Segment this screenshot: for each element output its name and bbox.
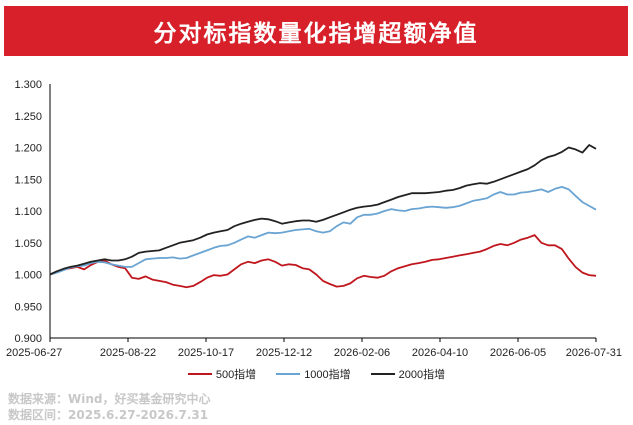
series-line-1 [49, 234, 597, 289]
data-range-note: 数据区间：2025.6.27-2026.7.31 [8, 408, 209, 422]
legend-item-2: 1000指增 [276, 366, 351, 382]
x-tick-label: 2026-07-31 [566, 347, 622, 359]
y-tick-label: 1.250 [14, 111, 42, 123]
legend-label: 500指增 [215, 369, 257, 381]
chart-legend: 500指增 1000指增 2000指增 [0, 366, 633, 382]
x-tick-label: 2026-06-05 [490, 347, 546, 359]
x-tick-label: 2026-02-06 [334, 347, 390, 359]
chart-axes: 1.300 1.250 1.200 1.150 1.100 1.050 1.000 0.950… [6, 79, 622, 359]
y-tick-label: 1.150 [14, 174, 42, 186]
y-tick-label: 1.050 [14, 238, 42, 250]
x-tick-label: 2026-04-10 [412, 347, 468, 359]
x-tick-label: 2025-10-17 [178, 347, 234, 359]
legend-swatch [276, 373, 301, 375]
y-tick-label: 1.300 [14, 79, 42, 91]
legend-label: 1000指增 [304, 369, 351, 381]
title-banner: 分对标指数量化指增超额净值 [4, 6, 628, 56]
legend-swatch [187, 373, 212, 375]
x-tick-label: 2025-06-27 [6, 347, 62, 359]
x-tick-label: 2025-08-22 [100, 347, 156, 359]
y-tick-label: 0.950 [14, 301, 42, 313]
legend-item-3: 2000指增 [370, 366, 446, 382]
series-line-2 [49, 186, 597, 276]
y-tick-label: 0.900 [14, 333, 42, 345]
y-tick-label: 1.100 [14, 206, 42, 218]
series-line-3 [49, 144, 597, 276]
x-tick-label: 2025-12-12 [256, 347, 312, 359]
chart-series [49, 144, 597, 289]
data-source-note: 数据来源：Wind，好买基金研究中心 [8, 392, 211, 406]
legend-label: 2000指增 [398, 369, 446, 381]
legend-item-1: 500指增 [187, 366, 257, 382]
chart-title: 分对标指数量化指增超额净值 [153, 21, 479, 47]
line-chart: 1.300 1.250 1.200 1.150 1.100 1.050 1.000 0.950… [6, 79, 622, 359]
y-tick-label: 1.000 [14, 270, 42, 282]
legend-swatch [370, 373, 395, 375]
y-tick-label: 1.200 [14, 143, 42, 155]
